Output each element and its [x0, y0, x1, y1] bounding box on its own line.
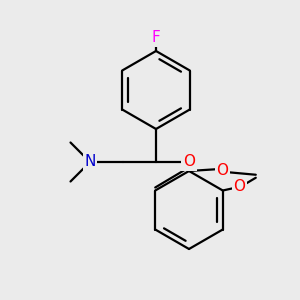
Text: O: O: [216, 163, 228, 178]
Text: O: O: [183, 154, 195, 169]
Text: F: F: [152, 30, 160, 45]
Text: N: N: [84, 154, 96, 169]
Text: O: O: [233, 179, 245, 194]
